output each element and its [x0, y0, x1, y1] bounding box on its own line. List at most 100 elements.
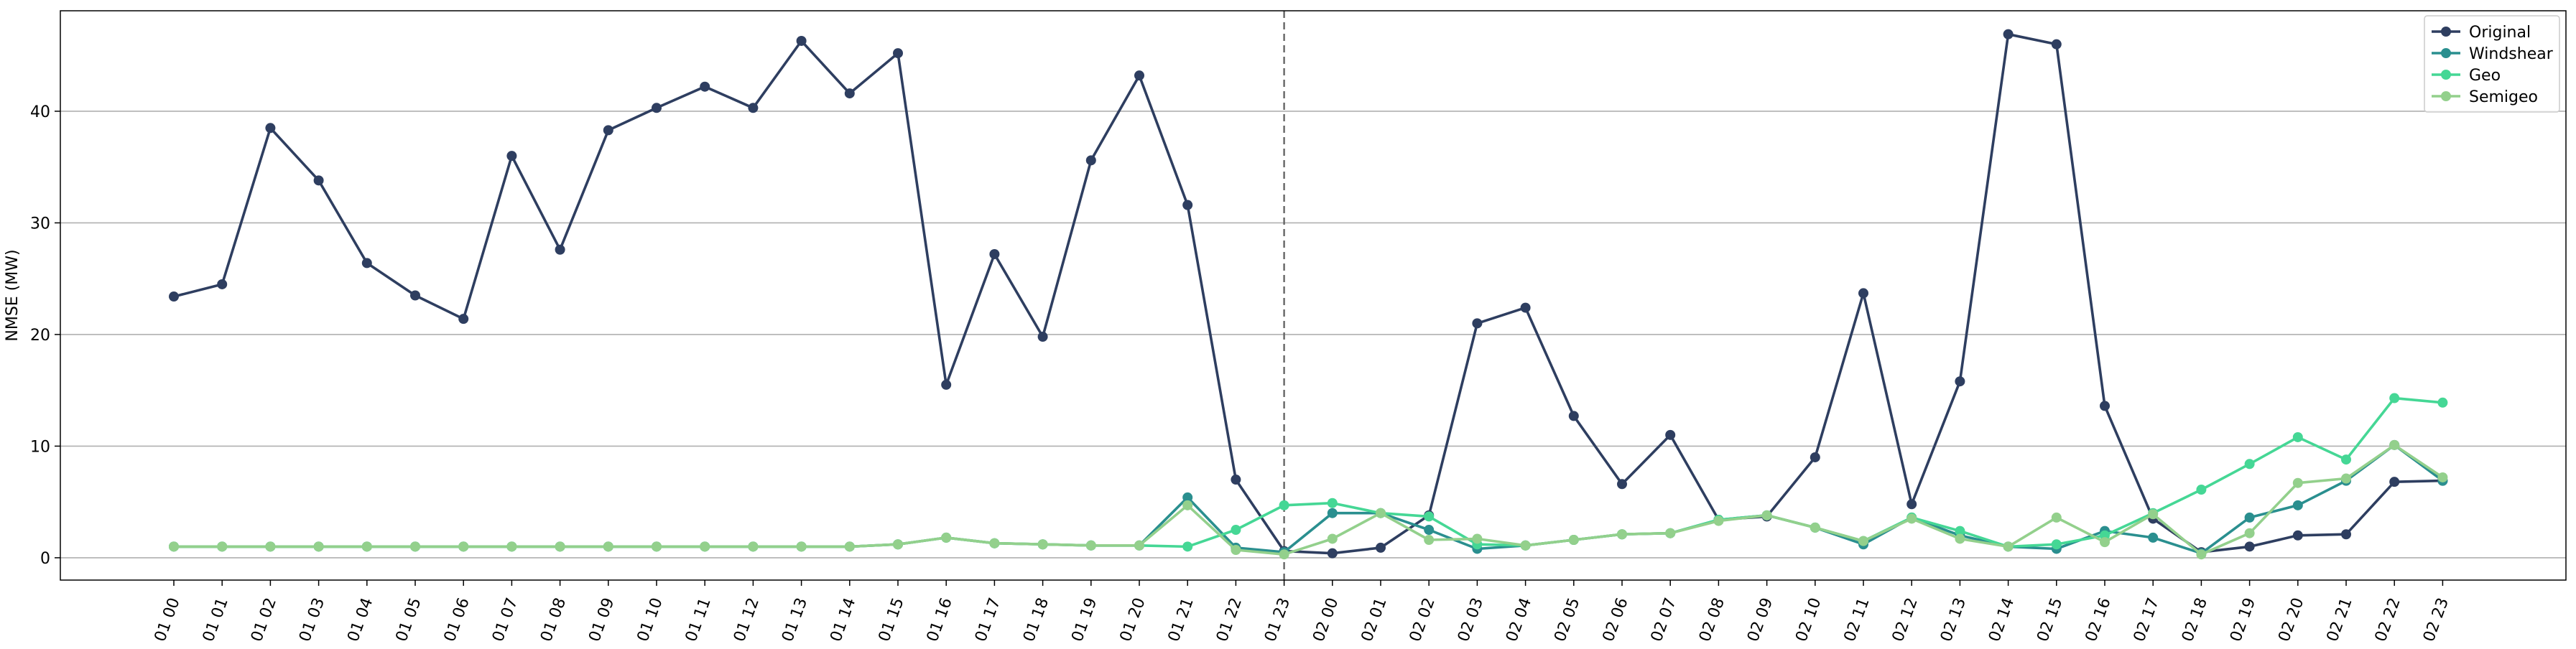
x-tick-label: 02 20 — [2275, 596, 2307, 645]
x-tick-label: 02 06 — [1600, 596, 1632, 645]
x-tick-label: 02 11 — [1841, 596, 1873, 645]
data-point-semigeo — [1472, 533, 1483, 544]
data-point-semigeo — [1665, 528, 1676, 538]
data-point-windshear — [1327, 508, 1338, 518]
data-point-original — [1037, 332, 1048, 342]
data-point-original — [555, 244, 565, 255]
data-point-original — [2244, 541, 2255, 552]
y-tick-label: 0 — [40, 550, 50, 568]
x-tick-label: 01 18 — [1020, 596, 1052, 645]
series-layer — [169, 29, 2448, 560]
data-point-semigeo — [1134, 540, 1144, 551]
data-point-geo — [2389, 393, 2400, 403]
data-point-original — [603, 125, 613, 136]
data-point-original — [1617, 479, 1627, 490]
data-point-semigeo — [2292, 477, 2303, 488]
data-point-semigeo — [1906, 513, 1917, 524]
data-point-original — [1906, 499, 1917, 510]
legend-label: Original — [2469, 24, 2531, 42]
data-point-semigeo — [652, 541, 662, 552]
legend-swatch-marker — [2441, 48, 2451, 58]
data-point-semigeo — [1327, 533, 1338, 544]
data-point-original — [2292, 530, 2303, 541]
x-tick-label: 01 17 — [972, 596, 1004, 645]
data-point-geo — [2244, 459, 2255, 470]
x-tick-label: 01 04 — [344, 596, 376, 645]
data-point-semigeo — [313, 541, 324, 552]
data-point-windshear — [1424, 525, 1435, 536]
data-point-semigeo — [893, 539, 903, 550]
x-tick-label: 01 19 — [1068, 596, 1101, 645]
x-tick-label: 02 10 — [1792, 596, 1825, 645]
x-tick-label: 01 07 — [489, 596, 522, 645]
x-tick-label: 02 21 — [2324, 596, 2356, 645]
data-point-geo — [1424, 511, 1435, 522]
data-point-semigeo — [1376, 508, 1386, 518]
data-point-semigeo — [217, 541, 228, 552]
x-tick-label: 02 12 — [1889, 596, 1922, 645]
data-point-original — [893, 48, 903, 59]
x-tick-label: 02 13 — [1937, 596, 1970, 645]
data-point-original — [217, 279, 228, 289]
x-tick-label: 01 06 — [441, 596, 473, 645]
data-point-semigeo — [748, 541, 759, 552]
data-point-original — [1231, 475, 1241, 485]
axis-layer: 0 10 20 30 40 01 00 01 01 01 02 01 03 01 04 01 05 0… — [30, 103, 2452, 644]
data-point-semigeo — [700, 541, 710, 552]
data-point-semigeo — [2148, 509, 2159, 520]
x-tick-label: 01 02 — [248, 596, 280, 645]
x-tick-label: 01 21 — [1165, 596, 1197, 645]
data-point-geo — [1279, 500, 1289, 510]
data-point-semigeo — [555, 541, 565, 552]
grid-layer — [60, 11, 2566, 580]
data-point-original — [2051, 39, 2062, 50]
x-tick-label: 02 17 — [2131, 596, 2163, 645]
data-point-original — [989, 248, 1000, 259]
data-point-semigeo — [1810, 522, 1820, 533]
y-tick-label: 30 — [30, 215, 50, 233]
y-tick-label: 40 — [30, 103, 50, 121]
data-point-original — [410, 290, 420, 301]
data-point-windshear — [1182, 492, 1193, 503]
data-point-semigeo — [1279, 549, 1289, 560]
data-point-original — [652, 103, 662, 113]
series-line-geo — [174, 396, 2443, 548]
data-point-original — [1520, 302, 1531, 313]
data-point-semigeo — [361, 541, 372, 552]
x-tick-label: 02 09 — [1744, 596, 1776, 645]
data-point-geo — [2196, 485, 2207, 495]
data-point-semigeo — [1713, 515, 1724, 526]
data-point-semigeo — [265, 541, 276, 552]
x-tick-label: 01 20 — [1117, 596, 1149, 645]
data-point-original — [1665, 429, 1676, 440]
data-point-semigeo — [1761, 510, 1772, 520]
legend-swatch-marker — [2441, 27, 2451, 37]
data-point-original — [265, 123, 276, 134]
data-point-windshear — [2244, 512, 2255, 523]
data-point-geo — [1327, 498, 1338, 508]
data-point-original — [506, 151, 517, 162]
y-tick-label: 10 — [30, 438, 50, 456]
y-axis-label: NMSE (MW) — [4, 249, 22, 341]
x-tick-label: 02 19 — [2227, 596, 2259, 645]
series-original — [169, 29, 2448, 559]
series-line-original — [173, 32, 2443, 555]
x-tick-label: 02 07 — [1648, 596, 1680, 645]
data-point-semigeo — [844, 541, 855, 552]
data-point-geo — [2437, 397, 2448, 408]
data-point-semigeo — [2341, 473, 2351, 484]
data-point-original — [169, 291, 179, 302]
data-point-original — [2100, 401, 2110, 411]
data-point-semigeo — [989, 538, 1000, 548]
x-tick-label: 01 01 — [200, 596, 232, 645]
x-tick-label: 02 03 — [1455, 596, 1487, 645]
data-point-semigeo — [1085, 540, 1096, 551]
data-point-semigeo — [603, 541, 613, 552]
data-point-original — [2003, 29, 2014, 39]
data-point-original — [1955, 376, 1965, 387]
data-point-geo — [1182, 541, 1193, 552]
data-point-semigeo — [1424, 535, 1435, 546]
legend: Original Windshear Geo Semigeo — [2424, 15, 2560, 113]
x-tick-label: 01 03 — [296, 596, 328, 645]
